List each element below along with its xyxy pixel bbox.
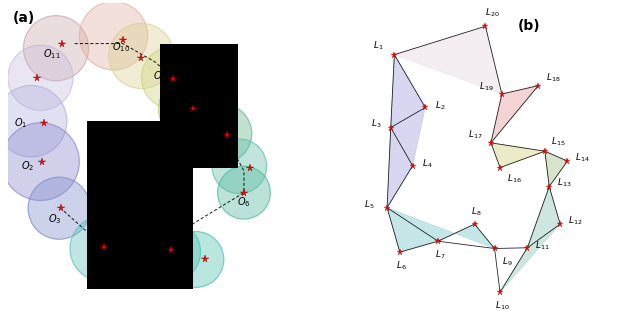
Circle shape bbox=[79, 2, 148, 70]
Text: $O_{2}$: $O_{2}$ bbox=[22, 159, 35, 173]
Text: $L_{10}$: $L_{10}$ bbox=[495, 300, 509, 312]
Circle shape bbox=[8, 45, 73, 110]
Polygon shape bbox=[387, 208, 495, 252]
Text: (b): (b) bbox=[517, 19, 540, 33]
Circle shape bbox=[212, 139, 267, 194]
Text: (a): (a) bbox=[13, 11, 35, 25]
Text: $O_{5}$: $O_{5}$ bbox=[159, 257, 173, 271]
Text: $L_{3}$: $L_{3}$ bbox=[371, 118, 381, 130]
Text: $L_{9}$: $L_{9}$ bbox=[502, 255, 513, 268]
Text: $L_{2}$: $L_{2}$ bbox=[435, 100, 445, 112]
Text: $L_{12}$: $L_{12}$ bbox=[568, 214, 582, 227]
Polygon shape bbox=[491, 143, 545, 168]
Polygon shape bbox=[387, 55, 426, 208]
Circle shape bbox=[218, 166, 270, 219]
Text: $O_{10}$: $O_{10}$ bbox=[112, 40, 130, 54]
Text: $L_{8}$: $L_{8}$ bbox=[471, 205, 482, 217]
Circle shape bbox=[168, 231, 224, 288]
Circle shape bbox=[141, 47, 204, 109]
Text: $L_{16}$: $L_{16}$ bbox=[506, 172, 521, 185]
Circle shape bbox=[2, 123, 79, 200]
Text: $L_{20}$: $L_{20}$ bbox=[485, 6, 500, 19]
Text: $O_{9}$: $O_{9}$ bbox=[154, 69, 167, 83]
Circle shape bbox=[28, 177, 90, 239]
Circle shape bbox=[109, 23, 174, 89]
Text: $L_{15}$: $L_{15}$ bbox=[552, 136, 566, 148]
Text: $L_{14}$: $L_{14}$ bbox=[575, 152, 590, 165]
Text: $L_{11}$: $L_{11}$ bbox=[536, 240, 550, 252]
Text: $L_{4}$: $L_{4}$ bbox=[422, 158, 433, 170]
Text: $L_{5}$: $L_{5}$ bbox=[364, 198, 375, 211]
Circle shape bbox=[193, 104, 252, 163]
Polygon shape bbox=[394, 26, 502, 94]
Text: $O_{4}$: $O_{4}$ bbox=[93, 254, 106, 268]
Text: $O_{1}$: $O_{1}$ bbox=[13, 116, 27, 130]
Text: $O_{8}$: $O_{8}$ bbox=[188, 108, 201, 122]
Text: $O_{3}$: $O_{3}$ bbox=[48, 212, 61, 226]
Text: $O_{6}$: $O_{6}$ bbox=[237, 195, 251, 209]
Text: $L_{6}$: $L_{6}$ bbox=[396, 260, 407, 272]
Circle shape bbox=[159, 76, 224, 141]
Text: $L_{17}$: $L_{17}$ bbox=[468, 129, 483, 141]
Polygon shape bbox=[491, 86, 538, 143]
Text: $L_{18}$: $L_{18}$ bbox=[547, 71, 561, 84]
Text: $L_{13}$: $L_{13}$ bbox=[557, 177, 572, 189]
Circle shape bbox=[0, 86, 67, 157]
Polygon shape bbox=[87, 43, 237, 289]
Text: $O_{11}$: $O_{11}$ bbox=[42, 48, 60, 61]
Circle shape bbox=[24, 16, 89, 81]
Circle shape bbox=[138, 221, 200, 283]
Circle shape bbox=[70, 216, 135, 281]
Polygon shape bbox=[500, 187, 560, 292]
Text: $L_{1}$: $L_{1}$ bbox=[372, 39, 383, 52]
Text: $O_{7}$: $O_{7}$ bbox=[216, 138, 229, 152]
Text: $L_{7}$: $L_{7}$ bbox=[435, 249, 445, 261]
Text: $L_{19}$: $L_{19}$ bbox=[479, 81, 494, 93]
Polygon shape bbox=[545, 151, 568, 187]
